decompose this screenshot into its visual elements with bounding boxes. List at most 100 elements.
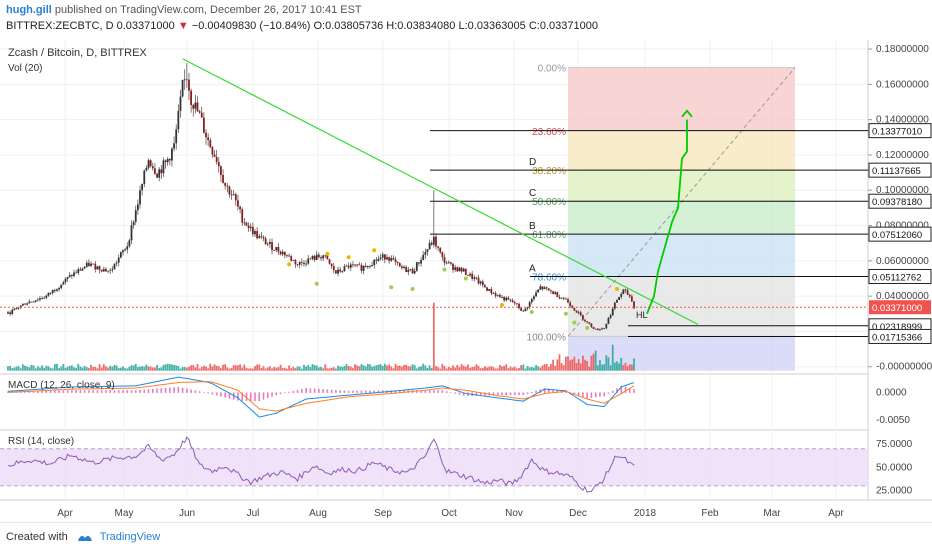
macd-histogram-bar	[49, 390, 52, 393]
candle-body	[115, 262, 118, 264]
candle-body	[136, 204, 139, 211]
low-value: L:0.03363005	[458, 20, 526, 32]
volume-bar	[315, 365, 318, 371]
volume-bar	[486, 367, 488, 371]
volume-bar	[588, 366, 591, 371]
candle-body	[271, 242, 273, 251]
volume-bar	[584, 359, 586, 371]
candle-body	[424, 252, 427, 255]
level-tag	[868, 162, 932, 178]
macd-histogram-bar	[275, 392, 278, 396]
volume-bar	[335, 368, 337, 371]
signal-dot	[614, 287, 619, 292]
candle-body	[202, 117, 205, 133]
candle-body	[68, 275, 71, 278]
chart-area[interactable]: Apr May Jun Jul Aug Sep Oct Nov Dec 2018 Feb Mar Apr…	[0, 40, 932, 522]
volume-bar	[215, 365, 218, 371]
candle-body	[535, 292, 537, 297]
macd-histogram-bar	[496, 392, 499, 396]
candle-body	[554, 292, 557, 294]
macd-histogram-bar	[177, 386, 180, 393]
candle-body	[428, 242, 431, 250]
macd-histogram-bar	[245, 392, 248, 401]
candle-body	[211, 147, 214, 155]
volume-bar	[511, 367, 514, 371]
level-tag-label: 0.05112762	[872, 272, 922, 283]
candle-body	[522, 310, 525, 312]
volume-bar	[473, 366, 476, 371]
volume-bar	[262, 366, 265, 371]
volume-bar	[356, 365, 359, 371]
volume-bar	[381, 365, 384, 371]
candle-body	[85, 262, 88, 267]
candle-body	[77, 269, 80, 273]
x-tick-label: Dec	[569, 508, 587, 519]
volume-bar	[445, 368, 448, 371]
volume-bar	[616, 361, 618, 371]
volume-bar	[462, 365, 465, 371]
volume-bar	[567, 356, 569, 371]
volume-bar	[505, 364, 508, 371]
volume-bar	[202, 365, 205, 371]
signal-dot	[529, 310, 534, 314]
candle-body	[452, 263, 454, 270]
volume-bar	[237, 365, 239, 371]
rsi-y-tick-label: 50.0000	[876, 462, 913, 473]
volume-bar	[311, 364, 314, 371]
tradingview-brand[interactable]: TradingView	[99, 531, 161, 543]
macd-histogram-bar	[565, 391, 567, 393]
volume-bar	[194, 367, 197, 371]
macd-histogram-bar	[441, 390, 444, 393]
volume-bar	[9, 365, 12, 371]
candle-body	[109, 270, 112, 272]
candle-body	[183, 79, 186, 81]
candle-body	[552, 291, 554, 294]
candle-body	[303, 262, 305, 265]
macd-histogram-bar	[215, 392, 218, 396]
volume-bar	[290, 368, 293, 371]
volume-bar	[11, 368, 14, 371]
candle-body	[22, 303, 24, 306]
macd-histogram-bar	[445, 391, 448, 393]
volume-bar	[79, 366, 82, 371]
volume-bar	[630, 364, 633, 371]
candle-body	[58, 287, 61, 290]
level-tag	[868, 123, 932, 139]
macd-histogram-bar	[288, 391, 290, 393]
volume-bar	[379, 364, 382, 371]
volume-bar	[369, 364, 371, 371]
candle-body	[158, 169, 161, 178]
volume-bar	[298, 366, 301, 371]
volume-bar	[36, 366, 39, 371]
candle-body	[296, 264, 299, 266]
macd-histogram-bar	[143, 389, 146, 393]
macd-histogram-bar	[343, 390, 346, 393]
candle-body	[122, 250, 124, 253]
volume-bar	[143, 366, 146, 371]
symbol-label: BITTREX:ZECBTC, D	[6, 20, 114, 32]
volume-bar	[526, 366, 529, 371]
volume-bar	[273, 366, 276, 371]
candle-body	[437, 246, 440, 248]
author-name[interactable]: hugh.gill	[6, 4, 52, 16]
volume-bar	[401, 366, 403, 371]
candle-body	[458, 267, 461, 272]
macd-histogram-bar	[71, 390, 73, 393]
macd-histogram-bar	[318, 388, 320, 393]
macd-histogram-bar	[586, 392, 588, 399]
candle-body	[147, 160, 150, 169]
volume-bar	[426, 367, 429, 371]
volume-bar	[628, 364, 631, 371]
volume-bar	[275, 367, 278, 371]
candle-body	[251, 226, 254, 235]
volume-bar	[403, 364, 405, 371]
volume-bar	[607, 357, 610, 371]
macd-histogram-bar	[330, 389, 333, 393]
volume-bar	[313, 365, 316, 371]
candle-body	[237, 200, 239, 207]
macd-histogram-bar	[271, 392, 273, 397]
candle-body	[322, 255, 325, 259]
volume-bar	[322, 368, 325, 371]
volume-bar	[507, 368, 510, 371]
volume-bar	[573, 356, 576, 371]
